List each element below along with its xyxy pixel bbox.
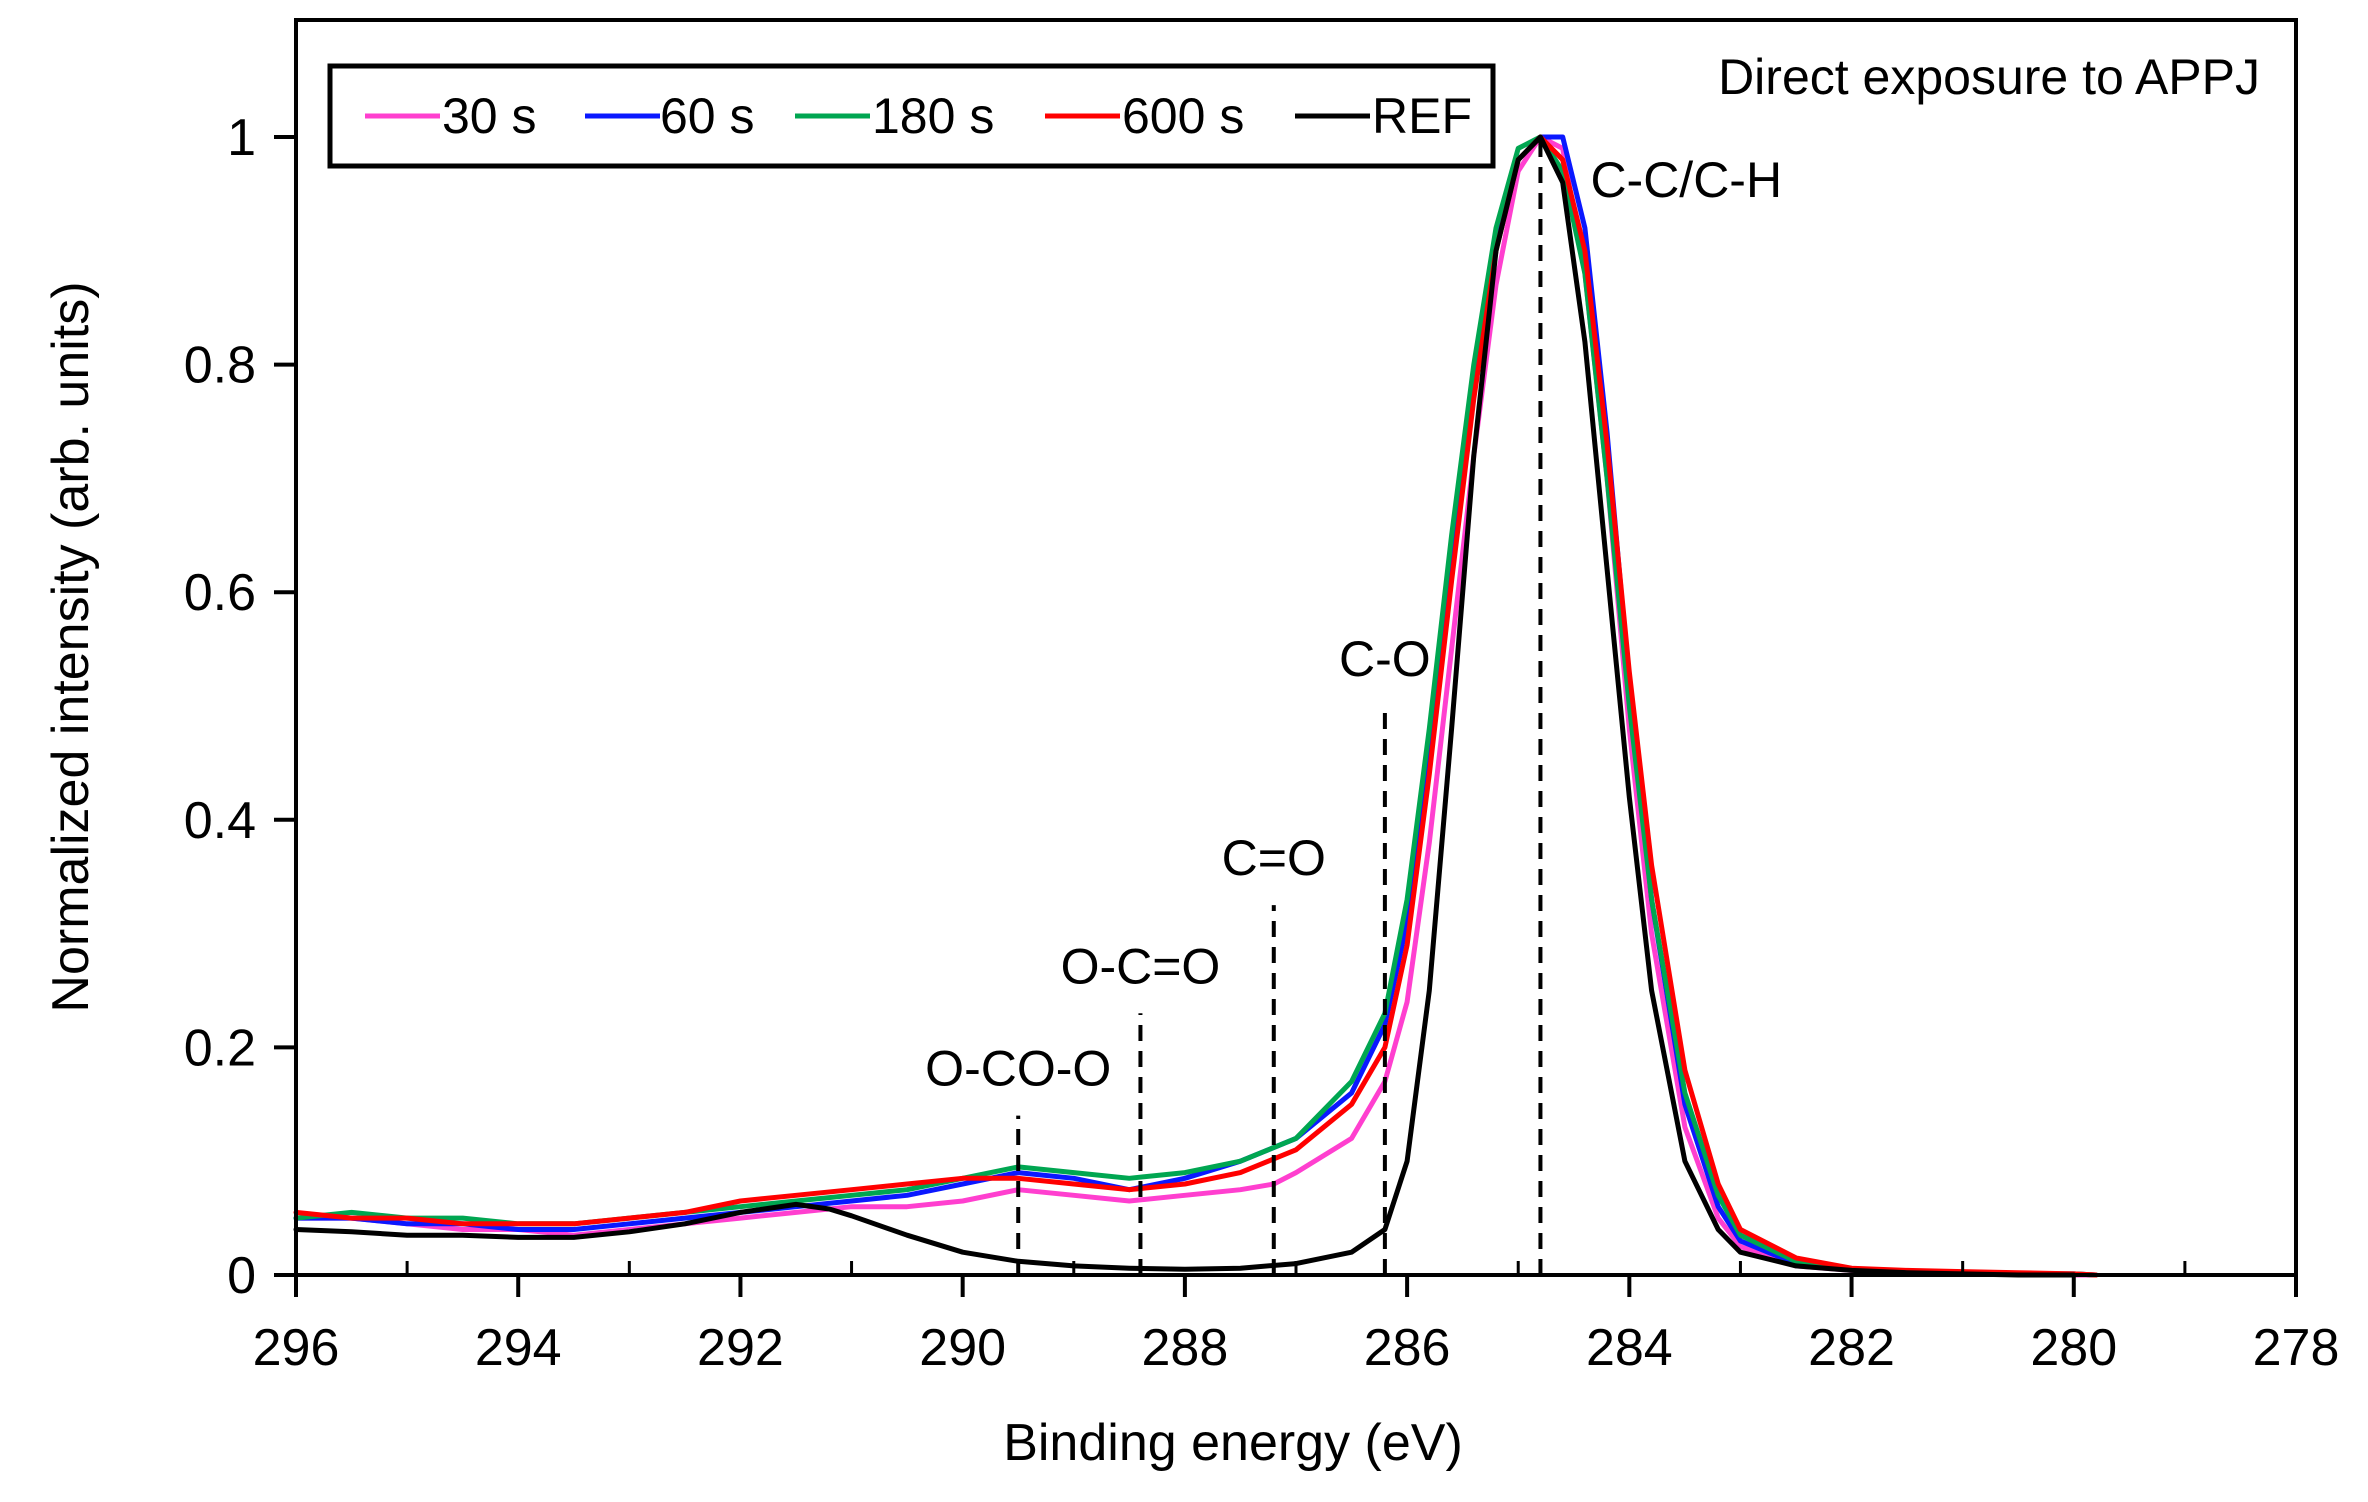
series-line-ref	[293, 134, 2077, 1278]
y-tick-label: 0	[227, 1247, 256, 1305]
x-tick-label: 278	[2253, 1319, 2340, 1377]
x-tick-label: 286	[1364, 1319, 1451, 1377]
legend: 30 s 60 s 180 s 600 s REF	[327, 63, 1496, 169]
x-tick-label: 284	[1586, 1319, 1673, 1377]
y-tick-label: 0.4	[184, 792, 256, 850]
annotation-label: O-CO-O	[925, 1041, 1111, 1097]
annotation-label: C=O	[1222, 830, 1326, 886]
x-tick-label: 292	[697, 1319, 784, 1377]
y-axis-title: Normalized intensity (arb. units)	[42, 281, 100, 1012]
series-line-600s	[293, 134, 2099, 1278]
x-tick-label: 280	[2030, 1319, 2117, 1377]
x-tick-label: 290	[919, 1319, 1006, 1377]
series-line-60s	[293, 134, 2099, 1278]
legend-label: REF	[1372, 88, 1472, 144]
annotation-label: C-O	[1339, 631, 1431, 687]
plot-marks: C-C/C-H C-O C=OO-C=O O-CO-O	[293, 134, 2099, 1278]
x-tick-label: 296	[253, 1319, 340, 1377]
x-axis-title: Binding energy (eV)	[1003, 1414, 1463, 1472]
y-tick-label: 0.6	[184, 564, 256, 622]
legend-label: 60 s	[660, 88, 755, 144]
x-tick-label: 294	[475, 1319, 562, 1377]
y-tick-label: 0.2	[184, 1019, 256, 1077]
x-tick-label: 288	[1142, 1319, 1229, 1377]
legend-label: 600 s	[1122, 88, 1244, 144]
legend-label: 180 s	[872, 88, 994, 144]
y-tick-label: 0.8	[184, 337, 256, 395]
x-tick-label: 282	[1808, 1319, 1895, 1377]
inset-text: Direct exposure to APPJ	[1718, 49, 2260, 105]
annotation-label: C-C/C-H	[1590, 152, 1782, 208]
annotation-label: O-C=O	[1061, 938, 1221, 994]
legend-label: 30 s	[442, 88, 537, 144]
axes-group: 296 294 292 290 288 286 284 282 280 278 0 0.2 0.4 0.6…	[184, 109, 2340, 1377]
y-tick-label: 1	[227, 109, 256, 167]
